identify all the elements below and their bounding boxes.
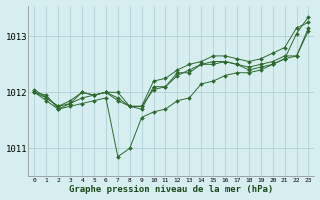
X-axis label: Graphe pression niveau de la mer (hPa): Graphe pression niveau de la mer (hPa): [69, 185, 274, 194]
